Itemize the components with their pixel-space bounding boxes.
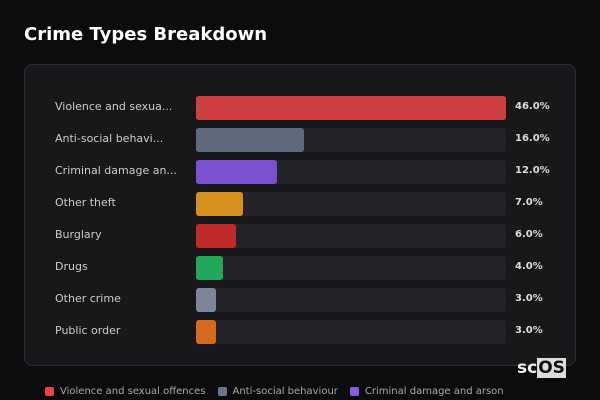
category-label: Anti-social behavi... (55, 132, 164, 145)
bar-row: Other theft 7.0% (25, 192, 575, 216)
legend-item[interactable]: Violence and sexual offences (45, 386, 206, 397)
bar[interactable] (196, 320, 217, 344)
bar[interactable] (196, 288, 217, 312)
category-label: Burglary (55, 228, 102, 241)
value-label: 3.0% (515, 293, 543, 304)
category-label: Other theft (55, 196, 116, 209)
value-label: 4.0% (515, 261, 543, 272)
bar-track (196, 256, 506, 280)
legend-label: Violence and sexual offences (60, 386, 206, 397)
bar[interactable] (196, 256, 223, 280)
chart-panel: Violence and sexua... 46.0% Anti-social b… (24, 64, 576, 366)
legend-swatch (45, 387, 54, 396)
bar-row: Other crime 3.0% (25, 288, 575, 312)
legend-item[interactable]: Anti-social behaviour (217, 386, 338, 397)
bar-row: Criminal damage an... 12.0% (25, 160, 575, 184)
category-label: Violence and sexua... (55, 100, 173, 113)
bar[interactable] (196, 160, 277, 184)
value-label: 7.0% (515, 197, 543, 208)
value-label: 3.0% (515, 325, 543, 336)
bar-row: Anti-social behavi... 16.0% (25, 128, 575, 152)
bar-track (196, 160, 506, 184)
category-label: Criminal damage an... (55, 164, 177, 177)
value-label: 46.0% (515, 101, 550, 112)
bar[interactable] (196, 96, 506, 120)
scos-logo: scOS (517, 358, 566, 378)
legend-item[interactable]: Criminal damage and arson (349, 386, 504, 397)
category-label: Other crime (55, 292, 121, 305)
value-label: 12.0% (515, 165, 550, 176)
legend: Violence and sexual offences Anti-social … (45, 386, 504, 397)
bar[interactable] (196, 224, 237, 248)
bar[interactable] (196, 192, 244, 216)
legend-swatch (349, 387, 359, 396)
value-label: 16.0% (515, 133, 550, 144)
bar-track (196, 96, 506, 120)
bar-row: Public order 3.0% (25, 320, 575, 344)
bar-row: Burglary 6.0% (25, 224, 575, 248)
bar-track (196, 192, 506, 216)
bar-row: Violence and sexua... 46.0% (25, 96, 575, 120)
bar-track (196, 128, 506, 152)
legend-label: Criminal damage and arson (364, 386, 504, 397)
category-label: Drugs (55, 260, 88, 273)
value-label: 6.0% (515, 229, 543, 240)
bar-track (196, 224, 506, 248)
bar[interactable] (196, 128, 304, 152)
legend-swatch (217, 387, 227, 396)
category-label: Public order (55, 324, 121, 337)
bar-track (196, 320, 506, 344)
chart-title: Crime Types Breakdown (24, 24, 268, 45)
bar-track (196, 288, 506, 312)
bar-row: Drugs 4.0% (25, 256, 575, 280)
legend-label: Anti-social behaviour (232, 386, 338, 397)
